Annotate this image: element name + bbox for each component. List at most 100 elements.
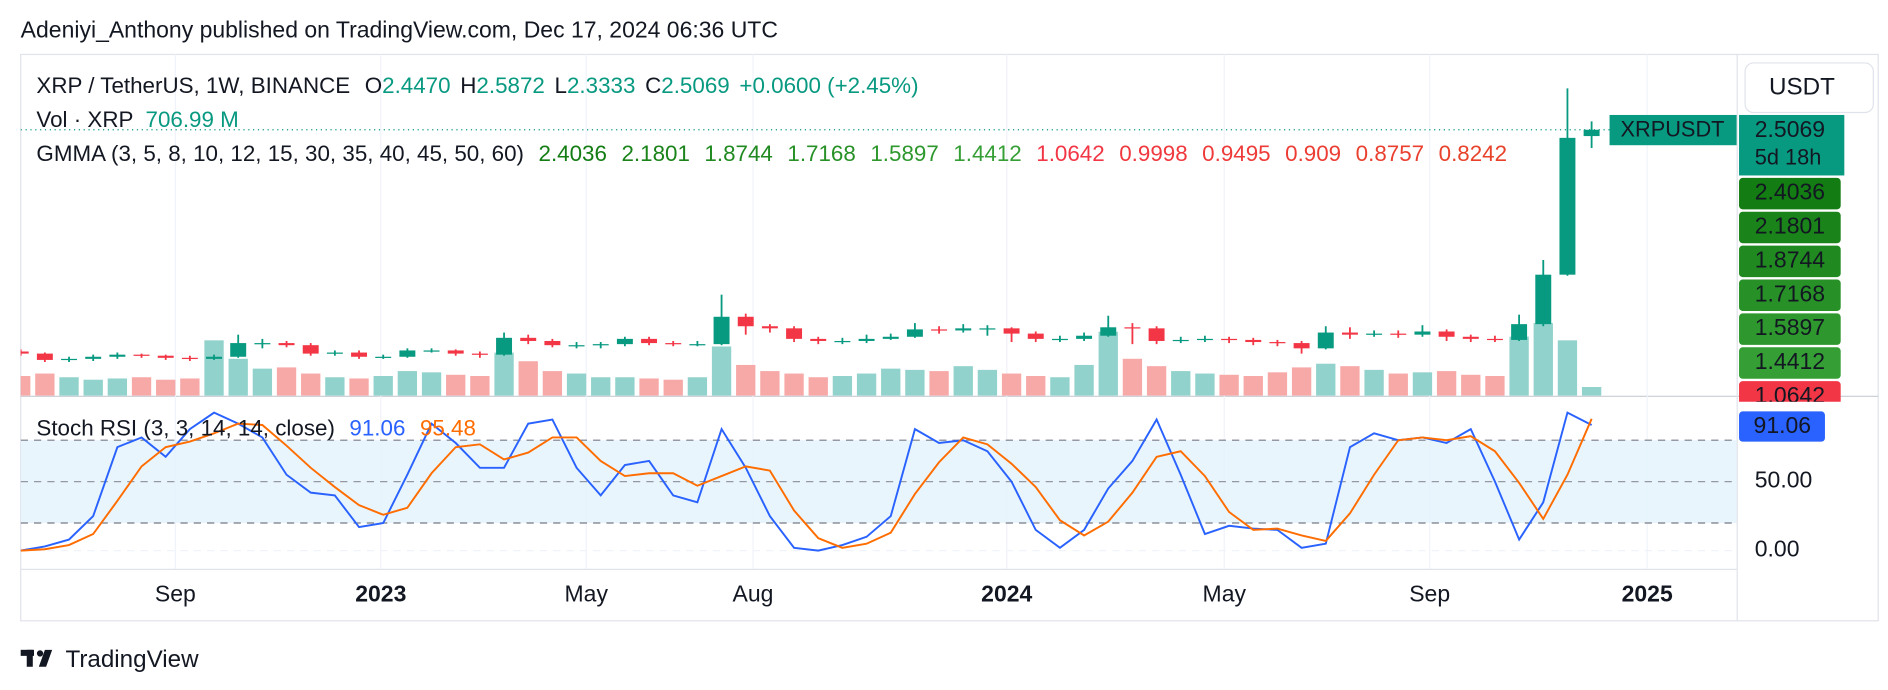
volume-bar — [881, 368, 901, 396]
candle-body — [1462, 336, 1479, 339]
x-tick-label: 2024 — [981, 580, 1032, 606]
volume-bar — [83, 379, 103, 396]
candle-body — [302, 345, 319, 354]
candle-body — [737, 316, 754, 327]
volume-bar — [687, 377, 708, 396]
volume-bar — [591, 377, 611, 396]
candle-body — [1559, 137, 1576, 275]
gmma-tag-box — [1739, 211, 1841, 244]
volume-bar — [107, 378, 128, 396]
candle-body — [278, 343, 295, 346]
candle-body — [834, 340, 851, 343]
volume-legend: Vol · XRP 706.99 M — [36, 107, 238, 132]
gmma-tag: 1.8744 — [1755, 246, 1826, 272]
volume-bar — [228, 358, 248, 396]
price-tag: 2.5069 — [1755, 116, 1825, 142]
gmma-tag-box — [1739, 279, 1841, 311]
x-tick-label: Sep — [155, 580, 196, 606]
currency-button[interactable]: USDT — [1744, 62, 1874, 114]
gmma-tags: 2.4036 2.1801 1.8744 1.7168 1.5897 1.4412 1.06… — [1739, 177, 1841, 402]
candle-body — [1100, 327, 1117, 336]
gmma-name: GMMA (3, 5, 8, 10, 12, 15, 30, 35, 40, 4… — [36, 141, 524, 166]
x-tick-label: May — [565, 580, 609, 606]
stoch-value: 95.48 — [420, 415, 476, 440]
volume-bar — [1074, 364, 1094, 396]
gmma-tag-box — [1739, 347, 1841, 379]
price-tag-box — [1739, 114, 1845, 176]
candle-body — [206, 356, 223, 359]
currency-label[interactable]: USDT — [1769, 74, 1835, 101]
candle-body — [1221, 338, 1238, 341]
volume-bar — [736, 364, 756, 396]
volume-bar — [1146, 366, 1167, 396]
candle-body — [592, 344, 609, 346]
candle-body — [85, 356, 102, 359]
ohlc-label: C — [645, 73, 661, 98]
candle-body — [351, 352, 368, 357]
axes: Sep 2023 May Aug 2024 May Sep 2025 0.00 50.00 — [155, 467, 1812, 607]
volume-bar — [1412, 372, 1433, 396]
ohlc-label: H — [460, 73, 476, 98]
candle-body — [931, 329, 948, 331]
volume-bar — [663, 379, 683, 396]
volume-bar — [808, 377, 828, 396]
candle-body — [1535, 274, 1552, 325]
gmma-tag-box — [1739, 177, 1841, 210]
gmma-value: 1.0642 — [1036, 141, 1104, 166]
stoch-tag-box — [1739, 411, 1825, 442]
volume-bar — [1388, 373, 1408, 396]
volume-bar — [615, 377, 635, 396]
volume-bar — [276, 367, 297, 396]
volume-bar — [156, 379, 176, 396]
candle-body — [1341, 332, 1358, 335]
gmma-tag-box — [1739, 245, 1841, 278]
change-value: +0.0600 (+2.45%) — [739, 73, 918, 98]
logo-part — [38, 649, 53, 667]
gmma-tag: 1.4412 — [1755, 348, 1825, 374]
x-tick-label: May — [1203, 580, 1247, 606]
candle-body — [1003, 328, 1020, 334]
volume-bar — [953, 366, 973, 396]
candle-body — [955, 328, 972, 331]
volume-bar — [180, 378, 200, 396]
volume-bar — [639, 378, 659, 396]
candle-body — [1486, 338, 1503, 341]
legends: XRP / TetherUS, 1W, BINANCE O2.4470 H2.587… — [36, 73, 1507, 440]
volume-bar — [1026, 376, 1046, 396]
symbol-legend: XRP / TetherUS, 1W, BINANCE O2.4470 H2.587… — [36, 73, 918, 98]
volume-bar — [977, 369, 998, 396]
candle-body — [568, 345, 585, 347]
x-tick-label: Sep — [1409, 580, 1450, 606]
candle-body — [1269, 342, 1286, 344]
volume-bar — [470, 376, 490, 396]
x-tick-label: 2023 — [355, 580, 406, 606]
gmma-value: 1.8744 — [704, 141, 772, 166]
volume-bar — [1098, 331, 1118, 396]
ohlc-value: 2.4470 — [382, 73, 450, 98]
candle-body — [1511, 324, 1528, 340]
candle-body — [1317, 332, 1334, 349]
ohlc-value: 2.5069 — [661, 73, 729, 98]
volume-bar — [1291, 367, 1312, 396]
volume-bar — [1557, 340, 1578, 396]
volume-bar — [542, 371, 563, 396]
gmma-value: 2.4036 — [539, 141, 607, 166]
candle-body — [471, 353, 488, 355]
volume-bar — [20, 376, 31, 396]
volume-bar — [1340, 366, 1360, 396]
volume-bar — [421, 372, 442, 396]
symbol-tag-box — [1609, 114, 1737, 146]
currency-box[interactable] — [1744, 62, 1874, 114]
volume-bar — [494, 352, 514, 396]
volume-bar — [760, 371, 780, 396]
stoch-line — [20, 418, 1593, 552]
volume-bar — [832, 376, 853, 396]
candle-body — [133, 354, 150, 356]
x-tick-label: Aug — [733, 580, 774, 606]
candle-body — [423, 350, 440, 352]
volume-value: 706.99 M — [146, 107, 239, 132]
volume-layer — [20, 323, 1602, 396]
volume-bar — [905, 369, 925, 396]
ohlc-label: O — [365, 73, 382, 98]
